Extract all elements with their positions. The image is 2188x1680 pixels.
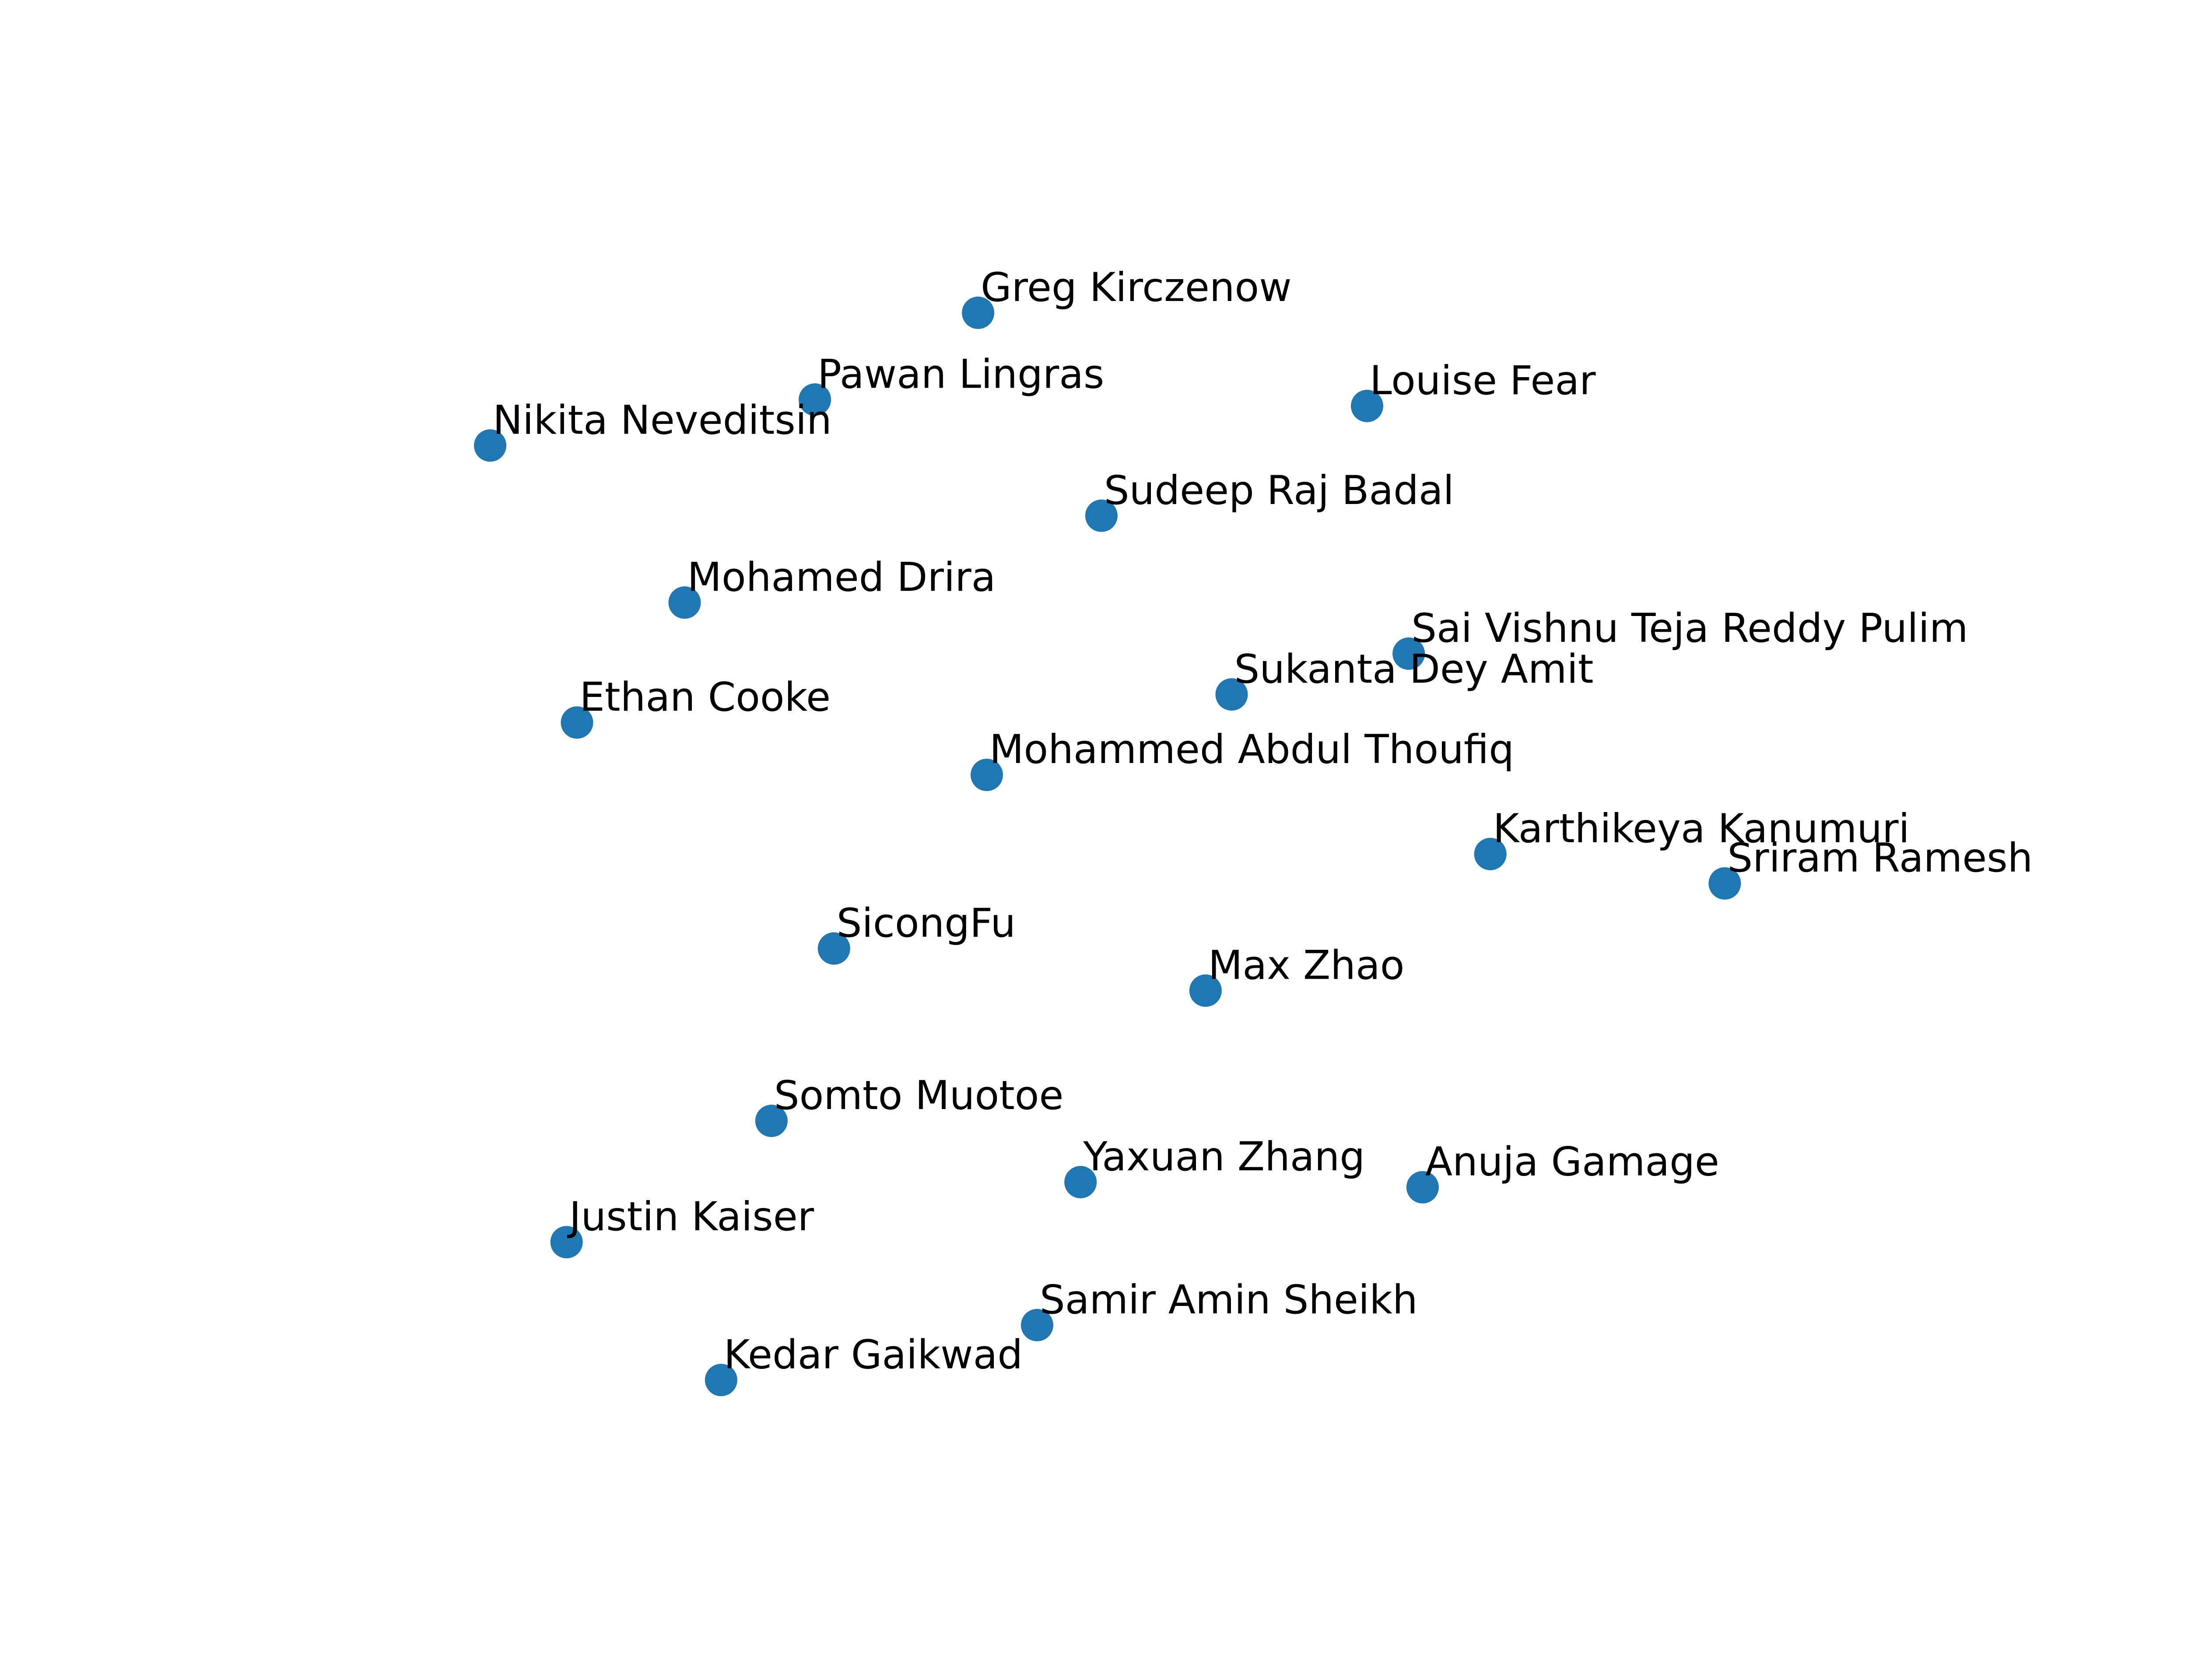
point-label-6: Sai Vishnu Teja Reddy Pulim bbox=[1411, 606, 1968, 651]
point-label-13: Max Zhao bbox=[1208, 942, 1405, 988]
scatter-point-11 bbox=[1708, 867, 1741, 900]
point-label-0: Greg Kirczenow bbox=[981, 265, 1292, 311]
scatter-point-17 bbox=[550, 1226, 583, 1259]
point-label-8: Ethan Cooke bbox=[580, 675, 831, 721]
point-label-18: Samir Amin Sheikh bbox=[1040, 1277, 1418, 1323]
point-label-2: Louise Fear bbox=[1370, 358, 1596, 404]
scatter-point-4 bbox=[1085, 499, 1118, 532]
point-label-15: Yaxuan Zhang bbox=[1083, 1134, 1365, 1180]
scatter-point-1 bbox=[799, 383, 831, 416]
point-label-17: Justin Kaiser bbox=[567, 1194, 814, 1240]
scatter-point-13 bbox=[1189, 974, 1222, 1007]
scatter-point-10 bbox=[1474, 838, 1507, 871]
point-label-16: Anuja Gamage bbox=[1425, 1139, 1719, 1185]
scatter-point-9 bbox=[971, 759, 1003, 791]
point-label-10: Karthikeya Kanumuri bbox=[1493, 806, 1910, 852]
scatter-point-15 bbox=[1064, 1166, 1097, 1198]
point-label-9: Mohammed Abdul Thoufiq bbox=[989, 727, 1514, 773]
point-label-3: Nikita Neveditsin bbox=[493, 397, 832, 443]
scatter-point-0 bbox=[962, 296, 995, 329]
scatter-point-14 bbox=[755, 1105, 788, 1137]
scatter-point-7 bbox=[1215, 678, 1248, 711]
point-label-19: Kedar Gaikwad bbox=[724, 1332, 1023, 1378]
point-label-11: Sriram Ramesh bbox=[1727, 835, 2033, 881]
scatter-point-5 bbox=[668, 586, 701, 619]
scatter-point-18 bbox=[1021, 1309, 1053, 1341]
point-label-1: Pawan Lingras bbox=[817, 351, 1104, 397]
plot-area: Greg Kirczenow Pawan Lingras Louise Fear Ni… bbox=[474, 265, 2033, 1396]
point-label-14: Somto Muotoe bbox=[774, 1073, 1064, 1119]
scatter-point-6 bbox=[1392, 637, 1425, 670]
point-label-4: Sudeep Raj Badal bbox=[1104, 468, 1454, 514]
point-label-12: SicongFu bbox=[837, 900, 1016, 946]
scatter-point-2 bbox=[1351, 389, 1383, 422]
scatter-point-12 bbox=[817, 932, 850, 965]
point-label-7: Sukanta Dey Amit bbox=[1234, 646, 1594, 692]
point-label-5: Mohamed Drira bbox=[687, 554, 996, 600]
scatter-point-8 bbox=[561, 706, 593, 739]
scatter-point-19 bbox=[705, 1364, 737, 1396]
scatter-point-16 bbox=[1406, 1171, 1439, 1204]
scatter-point-3 bbox=[474, 429, 507, 462]
